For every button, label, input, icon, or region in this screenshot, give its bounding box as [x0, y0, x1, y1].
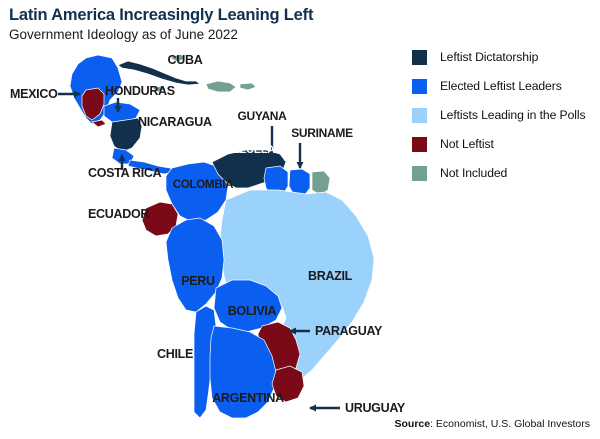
map-labels: CUBA MEXICO HONDURAS NICARAGUA COSTA RICA GUY… [10, 53, 406, 415]
map-label-costa-rica: COSTA RICA [88, 166, 162, 180]
region-cuba [117, 60, 201, 86]
latin-america-choropleth-map: CUBA MEXICO HONDURAS NICARAGUA COSTA RICA GUY… [10, 53, 406, 419]
region-jamaica [151, 85, 167, 93]
region-guatemala-belize [81, 87, 105, 121]
source-text: : Economist, U.S. Global Investors [430, 418, 590, 430]
map-label-venezuela: VENEZUELA [211, 144, 275, 156]
map-label-nicaragua: NICARAGUA [138, 115, 212, 129]
map-label-brazil: BRAZIL [308, 269, 353, 283]
legend-label: Leftists Leading in the Polls [440, 108, 586, 122]
legend-swatch [412, 165, 427, 181]
page-title: Latin America Increasingly Leaning Left [9, 6, 314, 24]
legend-swatch [412, 78, 427, 94]
region-colombia [165, 161, 229, 223]
region-peru [165, 217, 225, 313]
map-label-peru: PERU [181, 274, 215, 288]
region-nicaragua [109, 117, 143, 153]
legend-item-leftist-dictatorship: Leftist Dictatorship [412, 49, 597, 65]
map-label-uruguay: URUGUAY [345, 401, 406, 415]
legend-swatch [412, 49, 427, 65]
legend-label: Elected Leftist Leaders [440, 79, 562, 93]
map-label-mexico: MEXICO [10, 87, 58, 101]
source-prefix: Source [394, 418, 431, 430]
region-bahamas [169, 53, 187, 63]
region-argentina [209, 325, 277, 419]
map-label-argentina: ARGENTINA [212, 391, 284, 405]
map-label-colombia: COLOMBIA [173, 179, 233, 191]
map-label-chile: CHILE [157, 347, 193, 361]
region-el-salvador [91, 119, 107, 128]
legend-item-leftists-leading-in-the-polls: Leftists Leading in the Polls [412, 107, 597, 123]
map-leader-arrows [58, 90, 340, 412]
region-uruguay [271, 365, 305, 403]
map-label-bolivia: BOLIVIA [228, 304, 277, 318]
region-french-guiana [311, 170, 331, 196]
legend-item-elected-leftist-leaders: Elected Leftist Leaders [412, 78, 597, 94]
legend-label: Not Leftist [440, 137, 494, 151]
region-puerto-rico [239, 82, 257, 91]
map-label-honduras: HONDURAS [105, 84, 175, 98]
region-hispaniola [205, 80, 237, 93]
region-bolivia [213, 279, 283, 333]
map-label-guyana: GUYANA [237, 109, 287, 123]
map-label-cuba: CUBA [168, 53, 203, 67]
legend-item-not-leftist: Not Leftist [412, 136, 597, 152]
legend-item-not-included: Not Included [412, 165, 597, 181]
legend-swatch [412, 107, 427, 123]
legend-label: Not Included [440, 166, 508, 180]
region-chile [193, 305, 217, 419]
map-label-paraguay: PARAGUAY [315, 324, 383, 338]
page-subtitle: Government Ideology as of June 2022 [9, 27, 238, 42]
legend-swatch [412, 136, 427, 152]
region-suriname [288, 168, 311, 197]
legend: Leftist Dictatorship Elected Leftist Lea… [412, 49, 597, 194]
source-note: Source: Economist, U.S. Global Investors [394, 418, 590, 430]
map-regions [69, 53, 375, 419]
map-label-ecuador: ECUADOR [88, 207, 149, 221]
map-label-suriname: SURINAME [291, 126, 353, 140]
legend-label: Leftist Dictatorship [440, 50, 539, 64]
